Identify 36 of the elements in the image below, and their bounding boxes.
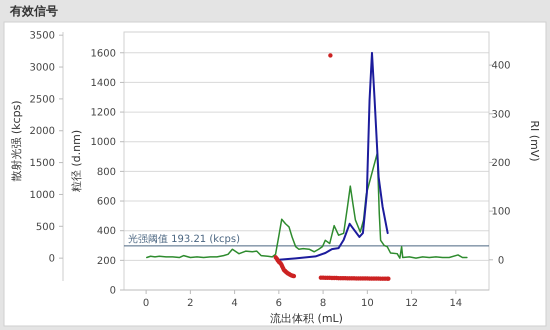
y2-axis-title: RI (mV) [528,120,541,162]
y3-tick-label: 2500 [30,94,55,106]
x-tick-label: 8 [320,298,326,309]
x-axis-title: 流出体积 (mL) [270,312,343,325]
y2-tick-label: 400 [491,60,511,72]
y2-tick-label: 300 [491,109,511,120]
x-tick-label: 4 [231,298,238,309]
y3-axis-title: 散射光强 (kcps) [10,100,23,182]
y-tick-label: 1200 [90,108,116,119]
y-tick-label: 0 [110,286,116,296]
x-tick-label: 0 [142,298,150,309]
y3-tick-label: 500 [36,222,55,233]
y3-tick-label: 1500 [30,158,55,170]
x-tick-label: 12 [405,298,418,309]
y-tick-label: 1400 [90,78,116,89]
chart-title: 有效信号 [9,4,58,18]
y3-tick-label: 0 [48,254,55,265]
x-tick-label: 2 [187,298,194,309]
y3-tick-label: 1000 [30,190,55,201]
x-tick-label: 10 [360,298,374,309]
y3-tick-label: 2000 [30,126,55,138]
x-tick-label: 6 [276,298,282,309]
y-tick-label: 1000 [90,137,116,148]
y2-tick-label: 200 [491,158,511,169]
ref-line-label: 光强阈值 193.21 (kcps) [128,232,240,245]
y-tick-label: 200 [96,256,116,267]
y3-tick-label: 3500 [30,30,55,42]
y-tick-label: 1600 [90,48,116,60]
y-axis-title: 粒径 (d.nm) [70,130,83,192]
y-tick-label: 400 [96,226,116,238]
y2-tick-label: 100 [491,206,511,218]
y2-tick-label: 0 [498,255,504,266]
y-tick-label: 600 [96,196,116,208]
y-tick-label: 800 [96,166,116,178]
y3-tick-label: 3000 [30,62,55,74]
x-tick-label: 14 [449,298,462,309]
